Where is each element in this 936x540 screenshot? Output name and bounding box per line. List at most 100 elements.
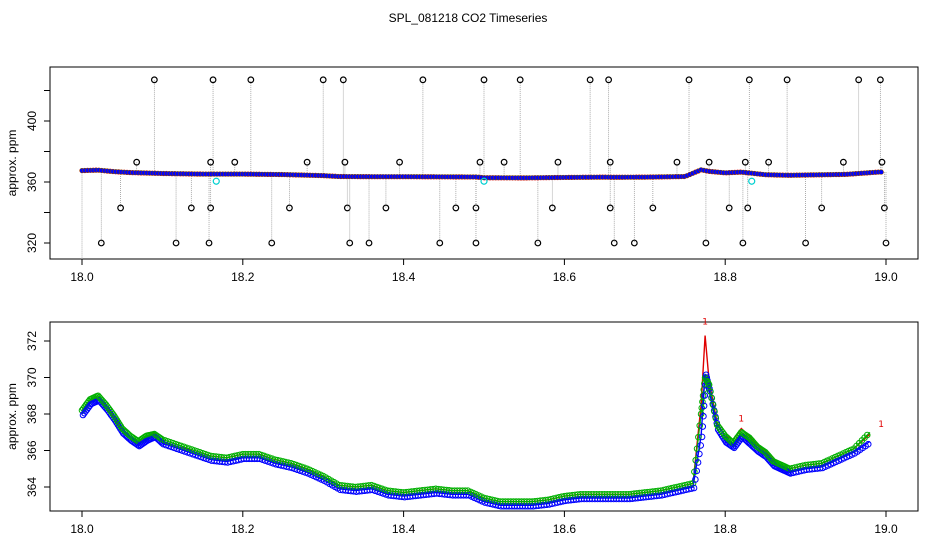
flagged-point — [748, 177, 756, 185]
marker-green — [863, 431, 871, 439]
spike-point — [209, 76, 217, 84]
spike-point — [765, 158, 773, 166]
x-tick-label: 18.6 — [553, 522, 577, 536]
spike-point — [606, 158, 614, 166]
spike-point — [610, 239, 618, 247]
baseline-points — [79, 167, 884, 181]
spike-point — [346, 239, 354, 247]
marker-blue — [698, 433, 706, 441]
x-tick-label: 19.0 — [874, 522, 898, 536]
marker-blue — [693, 467, 701, 475]
chart-title: SPL_081218 CO2 Timeseries — [389, 11, 548, 25]
marker-green — [695, 433, 702, 441]
spike-point — [247, 76, 255, 84]
spike-point — [396, 158, 403, 166]
spike-point — [725, 204, 733, 212]
spike-point — [605, 76, 613, 84]
marker-blue — [692, 476, 699, 483]
x-tick-label: 18.8 — [714, 522, 738, 536]
x-tick-label: 18.6 — [553, 270, 577, 284]
spike-point — [133, 158, 141, 166]
spike-point — [818, 204, 826, 212]
y-tick-label: 368 — [25, 404, 39, 424]
spike-point — [117, 204, 124, 212]
marker-green — [712, 414, 720, 422]
marker-blue — [700, 412, 707, 420]
spike-point — [268, 239, 276, 247]
marker-blue — [701, 392, 709, 399]
spike-point — [187, 204, 195, 212]
x-tick-label: 19.0 — [874, 270, 898, 284]
marker-green — [687, 480, 694, 488]
marker-blue — [699, 423, 707, 430]
series-red-line — [81, 335, 871, 503]
spike-point — [876, 76, 884, 84]
spike-point — [702, 239, 710, 247]
spike-point — [685, 76, 693, 84]
panel-top-frame — [49, 66, 919, 260]
marker-blue — [690, 484, 698, 492]
spike-point — [97, 239, 105, 247]
spike-point — [207, 204, 215, 212]
y-tick-label: 400 — [25, 111, 39, 131]
series-label-1: 1 — [878, 420, 884, 430]
spike-lines — [81, 76, 890, 259]
marker-green — [157, 435, 165, 442]
spike-point — [673, 158, 681, 166]
spike-point — [339, 76, 347, 84]
spike-point — [741, 158, 749, 166]
marker-green — [696, 422, 704, 429]
marker-green — [699, 398, 706, 406]
spike-point — [783, 76, 791, 84]
spike-point — [382, 204, 390, 212]
series-label-1: 1 — [738, 414, 744, 424]
spike-point — [534, 239, 542, 247]
x-tick-label: 18.2 — [231, 270, 255, 284]
baseline-point-blue — [879, 170, 884, 175]
spike-point — [343, 204, 351, 212]
spike-point — [365, 239, 373, 247]
spike-point — [744, 204, 752, 212]
y-axis-title: approx. ppm — [5, 383, 19, 450]
spike-point — [630, 239, 638, 247]
spike-point — [516, 76, 524, 84]
y-tick-label: 320 — [25, 233, 39, 253]
spike-point — [745, 76, 753, 84]
spike-point — [606, 204, 614, 212]
series-label-1: 1 — [702, 318, 708, 328]
spike-point — [839, 158, 847, 166]
flagged-point — [212, 177, 220, 185]
x-tick-label: 18.2 — [231, 522, 255, 536]
y-tick-label: 364 — [25, 477, 39, 497]
x-tick-label: 18.0 — [70, 270, 94, 284]
spike-point — [419, 76, 427, 84]
spike-point — [150, 76, 158, 84]
spike-point — [472, 239, 480, 247]
marker-green — [707, 388, 714, 395]
x-tick-label: 18.0 — [70, 522, 94, 536]
spike-point — [205, 239, 213, 247]
spike-point — [452, 204, 460, 212]
y-tick-label: 366 — [25, 440, 39, 460]
y-tick-label: 360 — [25, 172, 39, 192]
spike-point — [480, 76, 488, 84]
spike-point — [802, 239, 809, 247]
spike-point — [586, 76, 594, 84]
spike-point — [548, 204, 556, 212]
panel-top: 320 360 400 approx. ppm 18.0 18.2 18.4 18.6 18.8… — [5, 66, 919, 284]
spike-point — [341, 158, 349, 166]
x-tick-label: 18.8 — [714, 270, 738, 284]
y-tick-label: 372 — [25, 331, 39, 351]
spike-point — [172, 239, 180, 247]
spike-point — [436, 239, 444, 247]
marker-blue — [696, 450, 703, 458]
flagged-point — [480, 177, 488, 185]
spike-point — [500, 158, 508, 166]
marker-blue — [706, 385, 713, 392]
marker-green — [693, 445, 701, 452]
spike-point — [476, 158, 484, 166]
spike-point — [554, 158, 562, 166]
spike-point — [207, 158, 215, 166]
x-tick-label: 18.4 — [392, 522, 416, 536]
